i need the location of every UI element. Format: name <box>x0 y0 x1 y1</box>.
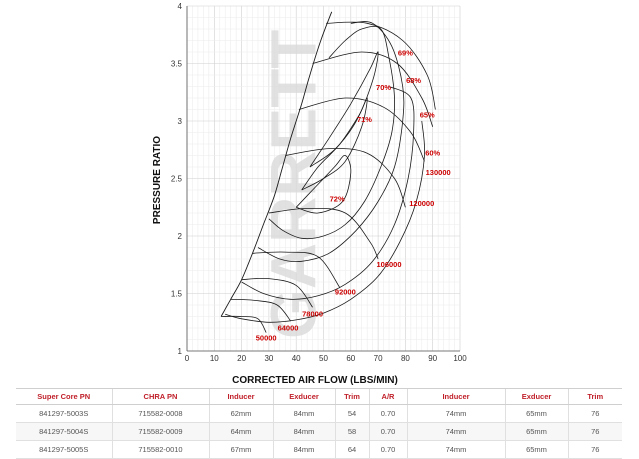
cell-comp-exducer: 84mm <box>272 440 335 459</box>
speed-line <box>241 277 313 308</box>
x-tick-label: 30 <box>264 354 273 363</box>
cell-turb-exducer: 65mm <box>504 404 568 423</box>
header-turb-inducer: Inducer <box>406 388 505 405</box>
efficiency-island <box>295 155 352 214</box>
axes: 0 10 20 30 40 50 60 70 80 90 100 1 1.5 2 2.5 3 3.5 4 <box>171 2 467 363</box>
grid <box>186 5 461 352</box>
header-turb-trim: Trim <box>567 388 622 405</box>
x-tick-label: 10 <box>210 354 219 363</box>
watermark-text: GARRETT <box>257 30 329 339</box>
speed-line <box>285 148 406 208</box>
header-chra-pn: CHRA PN <box>111 388 209 405</box>
cell-comp-inducer: 64mm <box>208 422 273 441</box>
cell-turb-trim: 76 <box>567 404 622 423</box>
x-tick-label: 50 <box>319 354 328 363</box>
cell-comp-inducer: 62mm <box>208 404 273 423</box>
y-tick-label: 2.5 <box>171 175 183 184</box>
y-axis-title: PRESSURE RATIO <box>152 136 163 224</box>
x-tick-label: 20 <box>237 354 246 363</box>
speed-line <box>298 97 425 162</box>
efficiency-label: 68% <box>406 76 421 85</box>
cell-chra-pn: 715582-0009 <box>111 422 209 441</box>
header-comp-inducer: Inducer <box>208 388 273 405</box>
efficiency-label: 71% <box>357 115 372 124</box>
table-row: 841297-5004S 715582-0009 64mm 84mm 58 0.… <box>16 422 622 441</box>
cell-turb-inducer: 74mm <box>406 422 505 441</box>
y-tick-label: 4 <box>178 2 183 11</box>
cell-comp-trim: 64 <box>334 440 369 459</box>
cell-turb-inducer: 74mm <box>406 404 505 423</box>
header-ar: A/R <box>368 388 407 405</box>
speed-line-label: 120000 <box>409 199 434 208</box>
table-row: 841297-5005S 715582-0010 67mm 84mm 64 0.… <box>16 440 622 459</box>
efficiency-island <box>257 21 405 263</box>
cell-turb-trim: 76 <box>567 422 622 441</box>
x-tick-label: 90 <box>428 354 437 363</box>
header-super-core-pn: Super Core PN <box>16 388 112 405</box>
x-tick-label: 100 <box>453 354 467 363</box>
cell-turb-exducer: 65mm <box>504 422 568 441</box>
table-header-row: Super Core PN CHRA PN Inducer Exducer Tr… <box>16 388 622 405</box>
cell-super-core-pn: 841297-5003S <box>16 404 112 423</box>
surge-line <box>220 11 333 317</box>
cell-super-core-pn: 841297-5005S <box>16 440 112 459</box>
cell-ar: 0.70 <box>368 440 407 459</box>
speed-line <box>326 21 436 110</box>
speed-line-label: 78000 <box>302 310 323 319</box>
compressor-map-chart: GARRETT 0 10 20 30 40 50 60 70 80 90 100 1 1.5 2 2.5 3 3… <box>152 2 467 386</box>
x-tick-label: 80 <box>401 354 410 363</box>
efficiency-label: 70% <box>376 83 391 92</box>
cell-ar: 0.70 <box>368 422 407 441</box>
x-tick-label: 70 <box>374 354 383 363</box>
cell-super-core-pn: 841297-5004S <box>16 422 112 441</box>
y-tick-label: 3.5 <box>171 60 183 69</box>
cell-comp-trim: 54 <box>334 404 369 423</box>
table-row: 841297-5003S 715582-0008 62mm 84mm 54 0.… <box>16 404 622 423</box>
x-tick-label: 0 <box>185 354 190 363</box>
x-tick-label: 60 <box>346 354 355 363</box>
efficiency-island <box>268 25 395 240</box>
speed-line-label: 92000 <box>335 288 356 297</box>
speed-line <box>312 51 434 127</box>
efficiency-island <box>225 120 426 323</box>
speed-line-label: 130000 <box>426 168 451 177</box>
speed-line-label: 64000 <box>278 323 299 332</box>
speed-line <box>221 315 267 333</box>
cell-turb-inducer: 74mm <box>406 440 505 459</box>
efficiency-island <box>241 86 415 300</box>
header-turb-exducer: Exducer <box>504 388 568 405</box>
map-lines <box>220 11 436 333</box>
y-tick-label: 1.5 <box>171 290 183 299</box>
efficiency-label: 72% <box>330 195 345 204</box>
cell-comp-exducer: 84mm <box>272 422 335 441</box>
header-comp-trim: Trim <box>334 388 369 405</box>
cell-chra-pn: 715582-0010 <box>111 440 209 459</box>
watermark: GARRETT <box>257 30 329 339</box>
x-axis-title: CORRECTED AIR FLOW (LBS/MIN) <box>232 375 398 386</box>
efficiency-label: 60% <box>425 149 440 158</box>
speed-line-label: 106000 <box>377 260 402 269</box>
speed-line <box>268 207 379 260</box>
y-tick-label: 2 <box>178 232 183 241</box>
speed-line <box>230 298 292 322</box>
cell-turb-exducer: 65mm <box>504 440 568 459</box>
specifications-table: Super Core PN CHRA PN Inducer Exducer Tr… <box>16 388 622 459</box>
cell-comp-trim: 58 <box>334 422 369 441</box>
y-tick-label: 1 <box>178 347 183 356</box>
y-tick-label: 3 <box>178 117 183 126</box>
header-comp-exducer: Exducer <box>272 388 335 405</box>
efficiency-island <box>309 51 379 168</box>
cell-comp-inducer: 67mm <box>208 440 273 459</box>
cell-chra-pn: 715582-0008 <box>111 404 209 423</box>
cell-comp-exducer: 84mm <box>272 404 335 423</box>
speed-line-label: 50000 <box>256 334 277 343</box>
x-tick-label: 40 <box>292 354 301 363</box>
efficiency-label: 69% <box>398 48 413 57</box>
efficiency-label: 65% <box>420 111 435 120</box>
cell-turb-trim: 76 <box>567 440 622 459</box>
efficiency-island <box>301 97 368 191</box>
cell-ar: 0.70 <box>368 404 407 423</box>
chart-canvas: GARRETT 0 10 20 30 40 50 60 70 80 90 100 1 1.5 2 2.5 3 3… <box>152 2 467 386</box>
